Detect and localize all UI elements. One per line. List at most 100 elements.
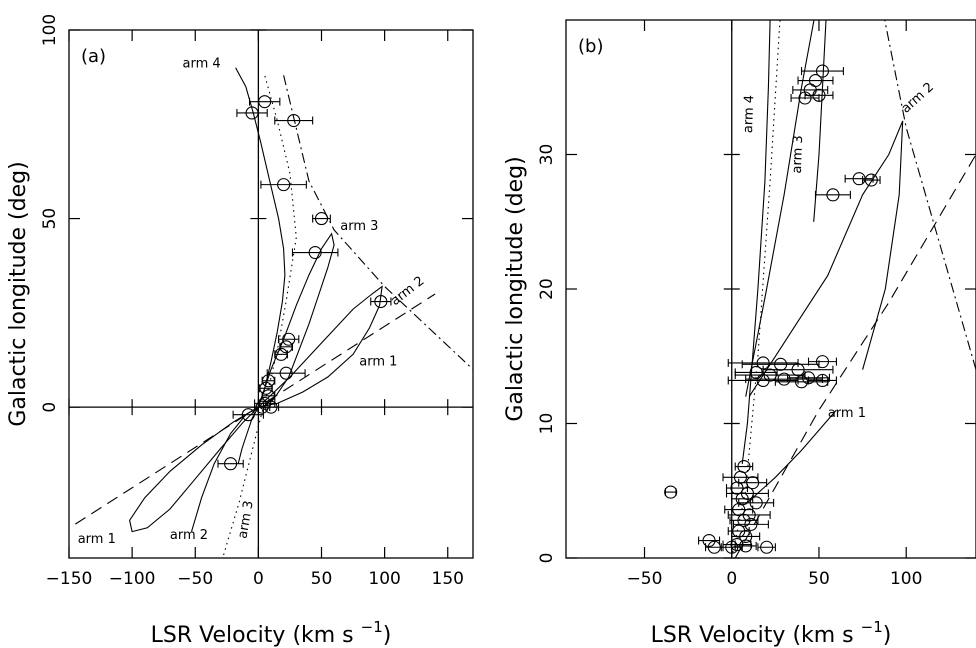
- data-point: [277, 178, 291, 192]
- data-point: [261, 374, 276, 388]
- arm-label: arm 4: [741, 95, 757, 134]
- arm-label: arm 3: [235, 500, 256, 540]
- model-curve-dash-dot: [884, 20, 976, 370]
- x-tick-label: 50: [808, 569, 830, 589]
- panel-label: (b): [578, 36, 603, 57]
- model-curve-dash-dot: [283, 75, 473, 370]
- data-point: [815, 355, 830, 369]
- plot-frame: [68, 29, 474, 559]
- data-point: [791, 363, 805, 377]
- data-point: [258, 95, 272, 109]
- x-tick-label: 100: [368, 569, 400, 589]
- data-point: [746, 476, 760, 490]
- x-axis-label: LSR Velocity (km s −1): [151, 618, 392, 648]
- y-tick-label: 0: [40, 402, 60, 413]
- data-point: [749, 365, 763, 379]
- panel-label: (a): [81, 46, 106, 67]
- x-tick-label: −50: [177, 569, 213, 589]
- model-curve-dotted: [731, 20, 781, 558]
- data-point: [777, 372, 791, 386]
- spiral-arm-curve: [235, 67, 286, 408]
- x-axis-label-sup: −1: [361, 618, 383, 636]
- x-tick-label: 0: [726, 569, 737, 589]
- panel-b: −50 0 50 100 0 10 20 30 arm 4 arm 3 arm 2 arm 1 (b) L…: [503, 19, 976, 648]
- data-point: [739, 529, 753, 544]
- x-axis-label-close: ): [883, 623, 892, 648]
- data-point: [702, 533, 716, 548]
- arm-label: arm 1: [78, 532, 116, 547]
- spiral-arm-curve: [257, 232, 335, 408]
- data-point: [279, 366, 293, 380]
- spiral-arm-curve: [748, 120, 904, 397]
- data-point: [815, 373, 830, 388]
- spiral-arm-curve: [745, 409, 837, 505]
- data-point: [798, 91, 812, 105]
- data-point: [774, 357, 788, 371]
- arm-label: arm 2: [388, 274, 427, 309]
- data-point: [794, 375, 809, 389]
- arm-label: arm 4: [182, 57, 220, 72]
- data-point: [287, 113, 301, 128]
- spiral-arm-curve: [741, 20, 771, 464]
- data-point: [760, 540, 774, 554]
- y-tick-label: 100: [40, 14, 60, 46]
- data-point: [245, 106, 259, 120]
- data-point: [740, 486, 754, 500]
- data-point: [737, 513, 751, 527]
- spiral-arm-curve: [190, 406, 259, 532]
- y-axis-label: Galactic longitude (deg): [503, 156, 528, 421]
- data-point: [259, 381, 273, 395]
- x-tick-label: 0: [253, 569, 264, 589]
- arm-label: arm 2: [899, 80, 937, 117]
- data-point: [664, 485, 678, 499]
- model-curve-dashed: [734, 154, 976, 558]
- curves-group: [664, 20, 976, 558]
- data-point: [739, 539, 753, 553]
- data-point: [707, 540, 721, 554]
- data-point: [279, 340, 293, 354]
- data-point: [730, 481, 744, 495]
- data-point: [282, 332, 296, 346]
- data-point: [749, 496, 763, 510]
- x-tick-label: 150: [432, 569, 464, 589]
- x-tick-label: 100: [890, 569, 922, 589]
- x-tick-label: 50: [311, 569, 333, 589]
- x-tick-label: −150: [46, 569, 93, 589]
- x-tick-label: −100: [109, 569, 156, 589]
- x-axis-label-sup: −1: [861, 618, 883, 636]
- model-curve-dashed: [75, 293, 436, 525]
- panel-a: −150 −100 −50 0 50 100 150 0 50 100 arm 4 arm 3 arm …: [6, 14, 474, 648]
- spiral-arm-curve: [237, 406, 259, 464]
- data-point: [258, 396, 272, 410]
- arm-label: arm 3: [340, 219, 378, 234]
- arm-label: arm 1: [359, 355, 397, 370]
- data-point: [241, 408, 255, 422]
- x-axis-label-main: LSR Velocity (km s: [151, 623, 361, 648]
- data-point: [815, 64, 830, 78]
- arm-label: arm 3: [790, 135, 806, 174]
- data-point: [308, 245, 322, 260]
- x-axis-label-close: ): [383, 623, 392, 648]
- curves-group: [75, 67, 473, 558]
- data-point: [224, 457, 238, 471]
- y-tick-label: 20: [537, 278, 557, 300]
- x-axis-label: LSR Velocity (km s −1): [651, 618, 892, 648]
- data-point: [864, 173, 878, 187]
- data-point: [742, 508, 756, 522]
- data-point: [744, 517, 758, 531]
- spiral-arm-curve: [129, 406, 259, 533]
- data-point: [756, 373, 770, 388]
- x-tick-label: −50: [627, 569, 663, 589]
- x-axis-label-main: LSR Velocity (km s: [651, 623, 861, 648]
- data-point: [264, 400, 278, 414]
- spiral-arm-curve: [258, 285, 383, 408]
- spiral-arm-curve: [745, 20, 827, 397]
- data-point: [274, 347, 288, 361]
- arm-label: arm 1: [828, 406, 866, 421]
- y-tick-label: 50: [40, 208, 60, 230]
- arm-label: arm 2: [170, 528, 208, 543]
- data-point: [732, 503, 746, 517]
- data-point: [374, 294, 388, 309]
- y-tick-label: 30: [537, 144, 557, 166]
